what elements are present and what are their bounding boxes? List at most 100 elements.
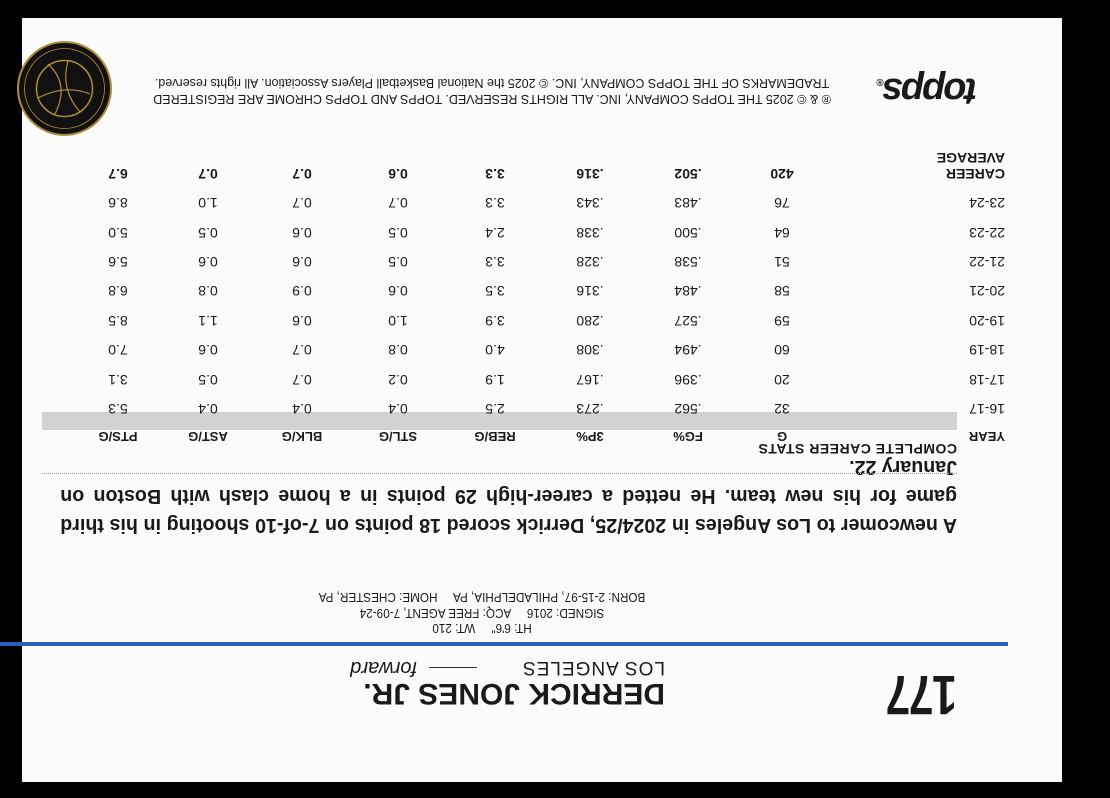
stats-cell: 0.7 <box>292 342 312 359</box>
nbpa-logo <box>17 41 112 136</box>
stats-row-label: 23-24 <box>969 195 1005 212</box>
stats-cell: 60 <box>774 342 790 359</box>
stats-cell: 0.5 <box>198 224 218 241</box>
stats-row-label: 21-22 <box>969 254 1005 270</box>
stats-cell: 3.3 <box>485 165 505 182</box>
stats-cell: .280 <box>576 312 604 329</box>
stats-cell: 0.5 <box>388 224 408 241</box>
stats-cell: 0.7 <box>388 195 408 212</box>
copyright-line-2: TRADEMARKS OF THE TOPPS COMPANY, INC. © … <box>154 76 830 90</box>
stats-cell: 8.5 <box>108 312 128 329</box>
stats-cell: 0.4 <box>292 401 312 417</box>
stats-cell: 420 <box>770 165 794 182</box>
stats-cell: .562 <box>674 401 702 417</box>
stats-cell: 0.6 <box>198 254 218 270</box>
stats-cell: 0.6 <box>292 224 312 241</box>
topps-logo: topps® <box>878 70 977 112</box>
stats-cell: 3.3 <box>485 195 505 212</box>
stats-cell: .343 <box>576 195 604 212</box>
stats-cell: 51 <box>774 254 790 270</box>
trading-card-back: 177 DERRICK JONES JR. LOS ANGELES forwar… <box>0 18 1062 782</box>
stats-cell: 0.6 <box>388 283 408 300</box>
stats-cell: .316 <box>576 283 604 300</box>
stats-cell: 0.8 <box>198 283 218 300</box>
stats-cell: 0.7 <box>198 165 218 182</box>
stats-cell: 0.7 <box>292 165 312 182</box>
stats-cell: 8.6 <box>108 195 128 212</box>
stats-cell: 0.6 <box>198 342 218 359</box>
stats-cell: 0.5 <box>198 371 218 388</box>
stats-row-label: 16-17 <box>969 401 1005 417</box>
stats-cell: 7.0 <box>108 342 128 359</box>
stats-row-label: 18-19 <box>969 342 1005 359</box>
stats-cell: 5.0 <box>108 224 128 241</box>
stats-cell: .316 <box>576 165 604 182</box>
stats-cell: .167 <box>576 371 604 388</box>
stats-cell: 1.9 <box>485 371 505 388</box>
stats-cell: 1.0 <box>388 312 408 329</box>
stats-header-3: 3P% <box>576 429 604 444</box>
stats-cell: 59 <box>774 312 790 329</box>
divider <box>42 473 957 474</box>
stats-cell: 5.3 <box>108 401 128 417</box>
stats-cell: .483 <box>674 195 702 212</box>
stats-header-6: BLK/G <box>281 429 323 444</box>
stats-cell: .502 <box>674 165 702 182</box>
stats-cell: .527 <box>674 312 702 329</box>
stats-cell: 5.6 <box>108 254 128 270</box>
stats-cell: .273 <box>576 401 604 417</box>
stats-header-2: FG% <box>673 429 703 444</box>
stats-header-4: REB/G <box>474 429 516 444</box>
stats-cell: .484 <box>674 283 702 300</box>
player-blurb: A newcomer to Los Angeles in 2024/25, De… <box>60 456 957 536</box>
stats-cell: 0.6 <box>292 312 312 329</box>
bio-height-weight: HT: 6'6" WT: 210 <box>432 621 532 636</box>
player-position: forward <box>350 657 417 679</box>
stats-cell: 0.7 <box>292 195 312 212</box>
stats-cell: 1.0 <box>198 195 218 212</box>
stats-cell: .308 <box>576 342 604 359</box>
stats-cell: 6.7 <box>108 165 128 182</box>
stats-cell: 0.6 <box>292 254 312 270</box>
stats-cell: 0.6 <box>388 165 408 182</box>
stats-row-label: 19-20 <box>969 312 1005 329</box>
stats-cell: 0.4 <box>388 401 408 417</box>
stats-header-0: YEAR <box>968 429 1005 444</box>
stats-cell: 4.0 <box>485 342 505 359</box>
stats-header-5: STL/G <box>378 429 418 444</box>
accent-line <box>0 642 1008 646</box>
stats-cell: .396 <box>674 371 702 388</box>
stats-cell: .328 <box>576 254 604 270</box>
stats-row-label: CAREER AVERAGE <box>936 149 1005 182</box>
stats-cell: 2.4 <box>485 224 505 241</box>
stats-cell: 3.1 <box>108 371 128 388</box>
card-number: 177 <box>887 664 957 727</box>
copyright-line-1: ® & © 2025 THE TOPPS COMPANY, INC. ALL R… <box>153 92 831 106</box>
basketball-icon <box>24 48 105 129</box>
bio-born: BORN: 2-15-97, PHILADELPHIA, PA HOME: CH… <box>318 590 646 605</box>
stats-cell: 3.5 <box>485 283 505 300</box>
stats-cell: 1.1 <box>198 312 218 329</box>
stats-cell: 76 <box>774 195 790 212</box>
stats-cell: .538 <box>674 254 702 270</box>
stats-cell: .500 <box>674 224 702 241</box>
stats-cell: .338 <box>576 224 604 241</box>
team-name: LOS ANGELES <box>521 657 665 678</box>
stats-cell: 6.8 <box>108 283 128 300</box>
stats-cell: .494 <box>674 342 702 359</box>
stats-cell: 0.9 <box>292 283 312 300</box>
stats-cell: 0.7 <box>292 371 312 388</box>
player-name: DERRICK JONES JR. <box>363 677 665 710</box>
stats-cell: 20 <box>774 371 790 388</box>
stats-header-8: PTS/G <box>98 429 138 444</box>
stats-cell: 0.4 <box>198 401 218 417</box>
stats-cell: 64 <box>774 224 790 241</box>
stats-row-label: 22-23 <box>969 224 1005 241</box>
stats-cell: 0.2 <box>388 371 408 388</box>
stats-row-label: 20-21 <box>969 283 1005 300</box>
stats-header-7: AST/G <box>188 429 228 444</box>
stats-row-label: 17-18 <box>969 371 1005 388</box>
stats-cell: 2.5 <box>485 401 505 417</box>
stats-cell: 3.9 <box>485 312 505 329</box>
stats-header-1: G <box>776 429 788 444</box>
